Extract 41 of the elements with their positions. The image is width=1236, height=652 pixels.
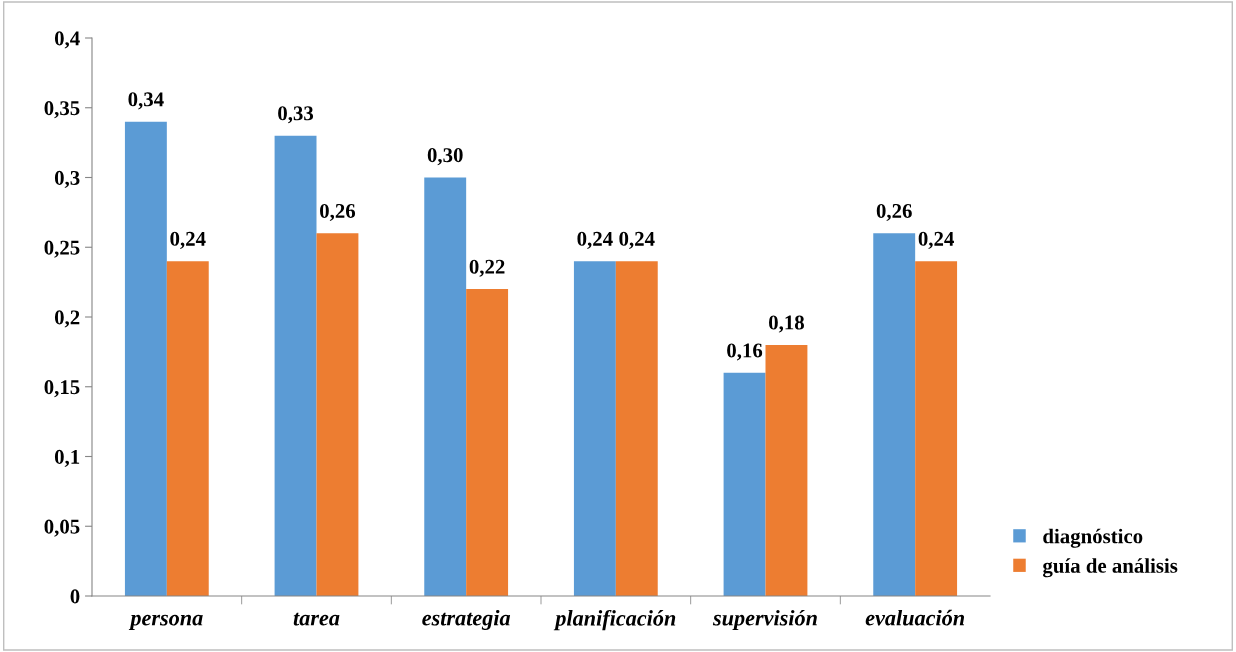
bar [424,177,467,596]
data-label: 0,22 [469,259,505,277]
data-label: 0,16 [727,343,763,361]
data-label: 0,18 [769,315,804,333]
data-label: 0,24 [577,231,613,249]
data-label: 0,26 [876,203,912,221]
x-tick-label: supervisión [712,609,817,631]
y-tick-label: 0,05 [44,519,80,537]
x-tick-label: estrategia [422,609,511,631]
data-label: 0,30 [427,148,463,166]
x-tick-label: planificación [553,609,676,631]
bar [124,121,167,596]
y-tick-label: 0,4 [54,31,80,49]
y-tick-label: 0,1 [54,449,80,467]
bar [765,344,808,596]
bar [316,233,359,596]
x-tick-label: tarea [293,612,340,626]
bar [873,233,916,596]
y-tick-label: 0,3 [54,170,80,188]
y-tick-label: 0 [70,589,80,604]
data-label: 0,24 [918,231,954,249]
bar [915,261,958,596]
data-label: 0,24 [170,231,206,249]
x-tick-label: persona [128,614,203,631]
x-tick-label: evaluación [865,609,965,626]
legend-label: diagnóstico [1043,528,1143,548]
data-label: 0,26 [320,203,356,221]
bar [573,261,616,596]
bar [723,372,766,596]
data-label: 0,34 [128,92,164,110]
bar [166,261,209,596]
data-label: 0,33 [278,106,314,124]
bar [466,289,509,596]
y-tick-label: 0,35 [44,101,80,119]
y-tick-label: 0,15 [44,380,80,398]
y-tick-label: 0,25 [44,240,80,258]
legend-label: guía de análisis [1042,558,1178,578]
bar [274,135,317,596]
data-label: 0,24 [619,231,655,249]
bar [615,261,658,596]
y-tick-label: 0,2 [54,310,80,328]
